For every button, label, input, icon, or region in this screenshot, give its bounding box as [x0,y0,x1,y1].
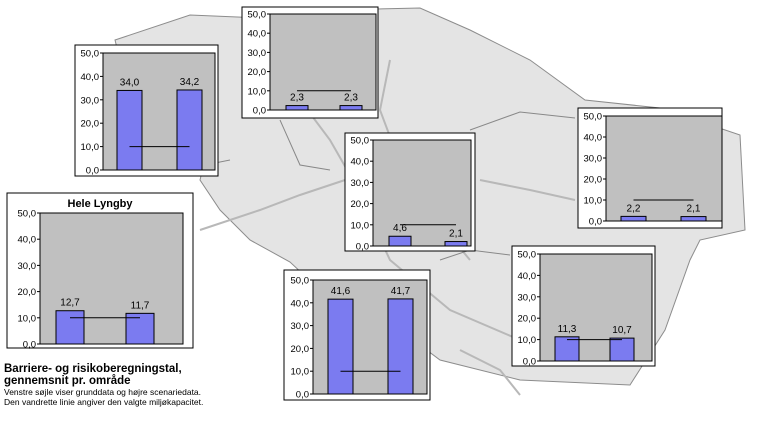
y-tick-label: 40,0 [584,133,603,144]
caption: Barriere- og risikoberegningstal, gennem… [4,363,334,407]
charts-layer: Hele Lyngby 0,0 10,0 20,0 30,0 40,0 50,0 12,7 11… [6,6,723,401]
data-label: 2,1 [449,229,463,240]
bar [55,310,85,345]
y-tick-label: 0,0 [296,390,309,401]
y-tick-label: 40,0 [518,271,537,282]
data-label: 41,6 [331,286,351,297]
y-tick-label: 10,0 [584,196,603,207]
caption-note-line2: Den vandrette linie angiver den valgte m… [4,397,204,407]
caption-note-line1: Venstre søjle viser grunddata og højre s… [4,387,202,397]
bar [116,89,143,171]
y-tick-label: 30,0 [291,321,310,332]
plot-area [372,139,472,247]
y-tick-label: 20,0 [351,199,370,210]
y-tick-label: 50,0 [351,136,370,147]
chart-area-center: 0,0 10,0 20,0 30,0 40,0 50,0 4,6 2,1 [344,132,476,253]
bar [285,105,309,111]
y-tick-label: 10,0 [81,142,100,153]
chart-hele-lyngby: Hele Lyngby 0,0 10,0 20,0 30,0 40,0 50,0 12,7 11… [6,192,194,351]
bar [176,89,203,171]
y-tick-label: 30,0 [81,95,100,106]
y-tick-label: 20,0 [248,67,267,78]
data-label: 41,7 [391,286,411,297]
chart-title: Hele Lyngby [68,198,134,210]
map-road [199,179,346,231]
map-border [279,119,331,171]
y-tick-label: 30,0 [18,261,37,272]
y-tick-label: 40,0 [248,29,267,40]
bar [125,312,155,345]
plot-area [269,13,377,111]
map-road [479,179,576,201]
y-tick-label: 50,0 [291,276,310,287]
y-tick-label: 20,0 [518,314,537,325]
y-tick-label: 20,0 [18,287,37,298]
data-label: 10,7 [612,325,632,336]
y-tick-label: 50,0 [18,209,37,220]
chart-area-south: 0,0 10,0 20,0 30,0 40,0 50,0 41,6 41,7 [283,269,431,401]
y-tick-label: 40,0 [81,72,100,83]
y-tick-label: 20,0 [81,119,100,130]
y-tick-label: 10,0 [291,367,310,378]
data-label: 34,2 [180,77,200,88]
bar [339,105,363,111]
y-tick-label: 0,0 [356,242,369,253]
y-tick-label: 30,0 [248,48,267,59]
y-tick-label: 20,0 [584,175,603,186]
y-tick-label: 0,0 [523,357,536,368]
chart-area-north: 0,0 10,0 20,0 30,0 40,0 50,0 2,3 2,3 [241,6,379,119]
data-label: 11,7 [131,300,150,311]
y-tick-label: 0,0 [589,217,602,228]
bar [388,235,412,247]
bar [444,241,468,247]
y-tick-label: 50,0 [584,112,603,123]
y-tick-label: 30,0 [351,178,370,189]
chart-area-west: 0,0 10,0 20,0 30,0 40,0 50,0 34,0 34,2 [74,44,219,177]
data-label: 2,1 [687,204,701,215]
y-tick-label: 10,0 [518,335,537,346]
y-tick-label: 40,0 [291,298,310,309]
data-label: 4,6 [393,223,407,234]
y-tick-label: 0,0 [86,166,99,177]
map-border [469,111,576,131]
y-tick-label: 50,0 [81,49,100,60]
data-label: 2,3 [344,93,358,104]
data-label: 2,2 [627,203,641,214]
caption-title-line1: Barriere- og risikoberegningstal, [4,363,182,375]
bar [387,298,414,395]
bar [620,215,647,222]
chart-area-southeast: 0,0 10,0 20,0 30,0 40,0 50,0 11,3 10,7 [511,245,656,368]
y-tick-label: 40,0 [18,235,37,246]
data-label: 34,0 [120,77,140,88]
y-tick-label: 20,0 [291,344,310,355]
y-tick-label: 50,0 [248,10,267,21]
y-tick-label: 0,0 [23,340,36,351]
y-tick-label: 50,0 [518,250,537,261]
data-label: 2,3 [290,93,304,104]
bar [609,337,635,362]
plot-area [605,115,723,222]
y-tick-label: 10,0 [248,86,267,97]
y-tick-label: 30,0 [584,154,603,165]
y-tick-label: 40,0 [351,157,370,168]
caption-title-line2: gennemsnit pr. område [4,375,131,387]
bar [680,216,707,222]
data-label: 12,7 [60,298,80,309]
y-tick-label: 0,0 [253,106,266,117]
chart-area-east: 0,0 10,0 20,0 30,0 40,0 50,0 2,2 2,1 [577,107,723,229]
bar [327,298,354,395]
y-tick-label: 10,0 [18,313,37,324]
bar [554,336,580,362]
y-tick-label: 10,0 [351,220,370,231]
y-tick-label: 30,0 [518,292,537,303]
data-label: 11,3 [558,324,577,335]
map-road [459,349,521,396]
